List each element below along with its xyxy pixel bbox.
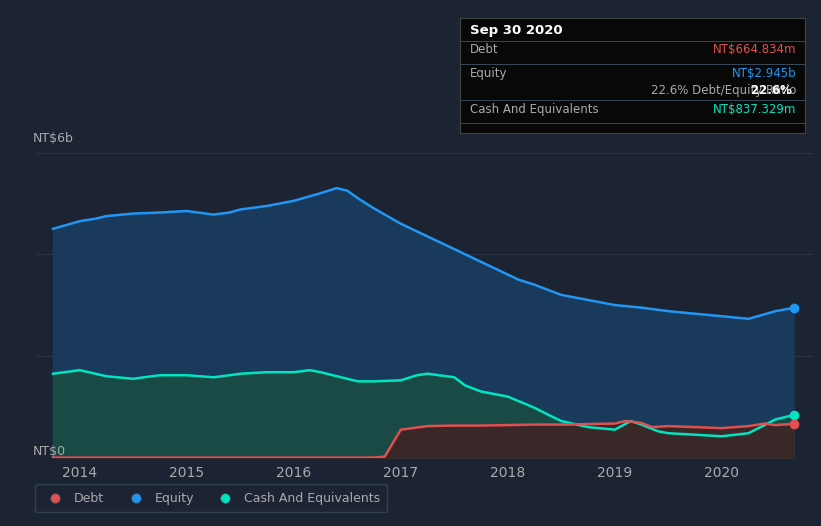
Text: 22.6% Debt/Equity Ratio: 22.6% Debt/Equity Ratio	[651, 84, 796, 97]
Text: 22.6%: 22.6%	[751, 84, 796, 97]
Text: NT$837.329m: NT$837.329m	[713, 103, 796, 116]
Text: Sep 30 2020: Sep 30 2020	[470, 24, 562, 37]
Text: NT$6b: NT$6b	[33, 132, 74, 145]
Text: NT$0: NT$0	[33, 444, 66, 458]
Text: Equity: Equity	[470, 67, 507, 80]
Text: NT$2.945b: NT$2.945b	[732, 67, 796, 80]
Text: NT$664.834m: NT$664.834m	[713, 43, 796, 56]
Legend: Debt, Equity, Cash And Equivalents: Debt, Equity, Cash And Equivalents	[35, 484, 388, 512]
Text: Cash And Equivalents: Cash And Equivalents	[470, 103, 599, 116]
Text: Debt: Debt	[470, 43, 498, 56]
